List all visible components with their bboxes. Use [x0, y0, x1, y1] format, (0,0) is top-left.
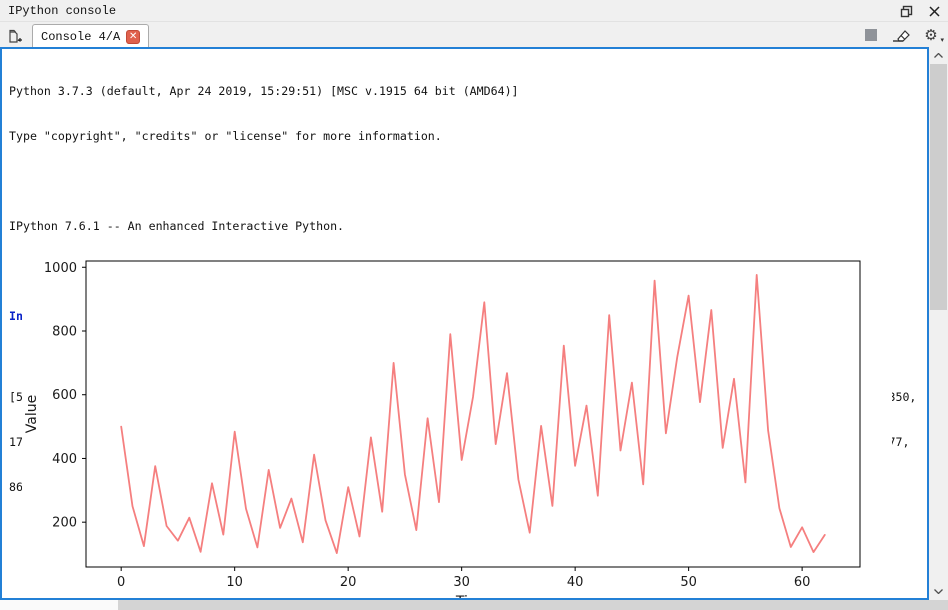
tab-close-icon[interactable]: ✕	[126, 29, 141, 44]
browse-tabs-button[interactable]	[6, 27, 28, 45]
x-tick-label: 60	[794, 575, 811, 590]
x-tick-label: 30	[453, 575, 470, 590]
tab-label: Console 4/A	[41, 29, 121, 44]
console-output-area[interactable]: Python 3.7.3 (default, Apr 24 2019, 15:2…	[0, 47, 929, 600]
inline-matplotlib-figure: 0 10 20 30 40 50 60 200 400 600 800 1000 Time Value	[22, 249, 892, 600]
eraser-icon	[893, 30, 910, 42]
undock-panel-button[interactable]	[898, 3, 914, 19]
scroll-up-button[interactable]	[929, 47, 948, 64]
float-window-icon	[900, 5, 912, 17]
console-tab-4a[interactable]: Console 4/A ✕	[32, 24, 150, 48]
scroll-down-button[interactable]	[929, 583, 948, 600]
close-icon	[928, 5, 940, 17]
horizontal-scrollbar[interactable]	[0, 600, 948, 610]
y-tick-label: 200	[52, 516, 77, 531]
x-tick-label: 40	[567, 575, 584, 590]
banner-line: IPython 7.6.1 -- An enhanced Interactive…	[9, 219, 345, 233]
horizontal-scrollbar-thumb[interactable]	[118, 600, 948, 610]
panel-titlebar: IPython console	[0, 0, 948, 22]
plot-axes-box	[85, 260, 861, 568]
line-chart: 0 10 20 30 40 50 60 200 400 600 800 1000 Time Value	[24, 260, 861, 600]
console-tabbar: Console 4/A ✕ ⚙ ▾	[0, 23, 948, 48]
x-tick-label: 0	[117, 575, 125, 590]
x-axis-label: Time	[455, 594, 490, 600]
chevron-down-icon: ▾	[940, 36, 944, 44]
banner-line	[9, 174, 927, 189]
y-tick-label: 400	[52, 452, 77, 467]
chevron-up-icon	[934, 53, 943, 58]
panel-title: IPython console	[8, 3, 117, 18]
y-tick-label: 1000	[44, 261, 77, 276]
vertical-scrollbar-thumb[interactable]	[930, 64, 947, 310]
interrupt-kernel-button[interactable]	[862, 26, 880, 44]
banner-line: Type "copyright", "credits" or "license"…	[9, 129, 442, 143]
x-tick-label: 10	[226, 575, 243, 590]
close-panel-button[interactable]	[926, 3, 942, 19]
banner-line: Python 3.7.3 (default, Apr 24 2019, 15:2…	[9, 84, 519, 98]
y-tick-label: 600	[52, 388, 77, 403]
remove-variables-button[interactable]	[892, 26, 910, 44]
options-button[interactable]: ⚙ ▾	[922, 25, 944, 44]
x-tick-label: 50	[680, 575, 697, 590]
gear-icon: ⚙	[924, 25, 938, 44]
chevron-down-icon	[934, 589, 943, 594]
y-tick-label: 800	[52, 324, 77, 339]
vertical-scrollbar[interactable]	[929, 47, 948, 600]
x-tick-label: 20	[340, 575, 357, 590]
stop-icon	[865, 29, 877, 41]
chart-line-series	[120, 273, 826, 555]
y-axis-label: Value	[24, 395, 40, 433]
browse-tabs-icon	[9, 29, 22, 43]
